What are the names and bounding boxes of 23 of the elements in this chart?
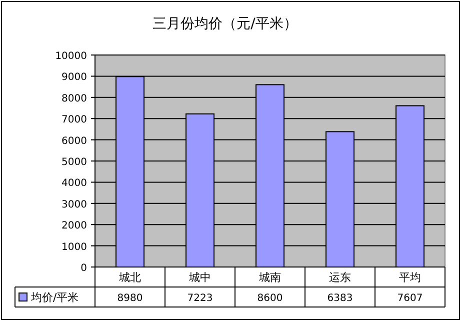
y-tick-label: 7000 [62, 114, 87, 126]
y-tick-label: 1000 [62, 242, 87, 253]
chart-title: 三月份均价（元/平米） [152, 16, 298, 32]
x-tick-label: 城中 [188, 271, 211, 284]
data-label: 7223 [187, 293, 213, 304]
y-tick-label: 6000 [62, 136, 87, 147]
x-tick-label: 平均 [399, 271, 421, 284]
legend-label: 均价/平米 [30, 291, 79, 304]
data-label: 6383 [327, 293, 353, 304]
data-label: 8600 [257, 293, 283, 304]
y-tick-label: 3000 [62, 199, 87, 210]
y-tick-label: 10000 [55, 51, 87, 62]
data-label: 8980 [117, 293, 143, 304]
y-tick-label: 9000 [62, 72, 87, 84]
x-tick-label: 城北 [118, 271, 141, 284]
y-tick-label: 2000 [62, 220, 87, 232]
x-tick-label: 运东 [329, 271, 351, 284]
data-label: 7607 [397, 293, 423, 304]
y-tick-label: 0 [80, 263, 87, 274]
y-tick-label: 4000 [62, 178, 87, 190]
x-tick-label: 城南 [258, 271, 281, 284]
y-tick-label: 8000 [62, 93, 87, 104]
y-tick-label: 5000 [62, 157, 87, 168]
